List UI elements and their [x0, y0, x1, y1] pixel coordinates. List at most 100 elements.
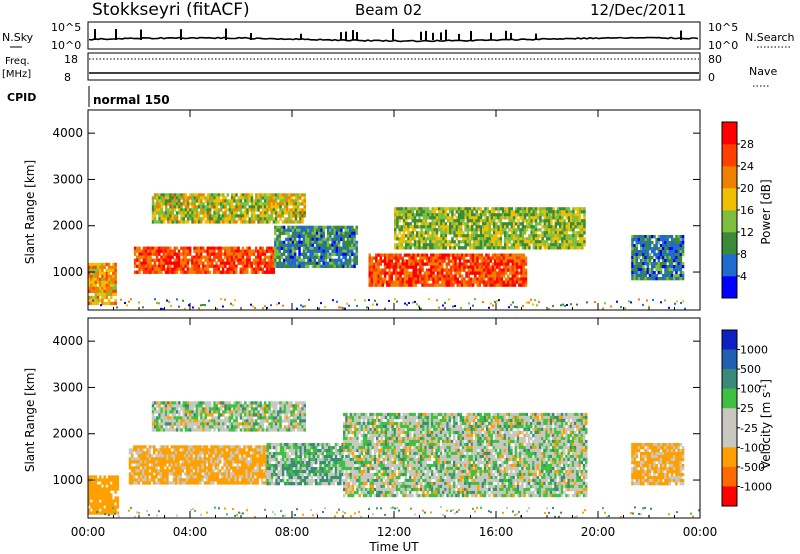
echo-cell — [133, 261, 137, 265]
echo-cell — [351, 249, 354, 253]
echo-cell — [522, 274, 525, 278]
echo-cell — [633, 244, 636, 248]
echo-cell — [561, 234, 564, 238]
echo-cell — [454, 280, 457, 284]
echo-cell — [263, 255, 267, 259]
echo-cell — [255, 193, 258, 197]
echo-cell — [655, 265, 658, 269]
echo-cell — [434, 277, 437, 281]
echo-cell — [153, 220, 157, 224]
echo-cell — [396, 243, 399, 247]
echo-cell — [576, 210, 580, 214]
echo-cell — [210, 460, 213, 464]
echo-cell — [427, 256, 431, 260]
echo-cell — [452, 262, 455, 266]
echo-cell — [484, 237, 487, 241]
echo-cell — [219, 454, 222, 458]
echo-cell — [226, 220, 229, 224]
echo-cell — [110, 478, 113, 482]
echo-cell — [254, 249, 258, 253]
echo-cell — [522, 280, 525, 284]
echo-cell — [487, 277, 490, 281]
echo-cell — [278, 237, 281, 241]
echo-speck — [566, 304, 568, 306]
echo-cell — [302, 252, 306, 256]
echo-cell — [239, 217, 243, 221]
echo-cell — [263, 199, 267, 203]
echo-cell — [430, 274, 433, 278]
echo-cell — [449, 265, 453, 269]
echo-cell — [101, 502, 104, 506]
echo-cell — [430, 253, 433, 257]
echo-cell — [281, 202, 284, 206]
echo-cell — [201, 463, 204, 467]
echo-cell — [159, 478, 163, 482]
echo-cell — [458, 265, 462, 269]
echo-cell — [158, 214, 161, 218]
echo-cell — [289, 225, 292, 229]
echo-cell — [280, 225, 284, 229]
echo-cell — [640, 271, 643, 275]
echo-cell — [293, 258, 297, 262]
echo-cell — [460, 228, 463, 232]
echo-cell — [313, 252, 317, 256]
echo-cell — [346, 237, 350, 241]
echo-cell — [468, 225, 472, 229]
echo-cell — [285, 243, 288, 247]
echo-cell — [559, 246, 562, 250]
echo-cell — [237, 246, 240, 250]
echo-cell — [157, 460, 160, 464]
echo-cell — [570, 240, 573, 244]
echo-cell — [254, 255, 258, 259]
echo-cell — [518, 262, 521, 266]
echo-speck — [472, 304, 474, 307]
echo-cell — [155, 252, 159, 256]
echo-cell — [429, 237, 432, 241]
echo-cell — [485, 265, 488, 269]
echo-cell — [162, 211, 166, 215]
echo-cell — [247, 445, 251, 449]
colorbar-swatch — [722, 210, 737, 233]
echo-cell — [464, 216, 467, 220]
echo-cell — [329, 225, 332, 229]
echo-cell — [180, 217, 183, 221]
echo-cell — [501, 246, 505, 250]
echo-cell — [200, 196, 203, 200]
echo-cell — [488, 225, 492, 229]
echo-cell — [114, 292, 117, 297]
echo-cell — [399, 283, 402, 287]
echo-cell — [425, 259, 429, 263]
echo-cell — [94, 271, 98, 276]
echo-cell — [419, 256, 422, 260]
echo-cell — [511, 265, 514, 269]
echo-cell — [270, 261, 273, 265]
echo-cell — [107, 274, 111, 279]
echo-cell — [397, 271, 400, 275]
echo-cell — [383, 268, 387, 272]
echo-cell — [348, 237, 352, 241]
echo-cell — [254, 258, 258, 262]
echo-cell — [173, 270, 176, 274]
echo-cell — [150, 454, 154, 458]
echo-cell — [379, 256, 382, 260]
echo-cell — [245, 469, 248, 473]
echo-cell — [307, 264, 310, 268]
echo-cell — [513, 253, 517, 257]
echo-speck — [674, 302, 676, 305]
echo-cell — [526, 243, 529, 247]
echo-cell — [287, 240, 290, 244]
echo-cell — [258, 469, 262, 473]
echo-cell — [302, 240, 306, 244]
echo-cell — [190, 451, 193, 455]
echo-cell — [247, 481, 251, 485]
echo-cell — [148, 481, 152, 485]
echo-cell — [493, 268, 497, 272]
echo-cell — [92, 295, 95, 300]
echo-cell — [520, 253, 523, 257]
echo-cell — [433, 213, 437, 217]
echo-cell — [202, 217, 205, 221]
echo-cell — [252, 454, 255, 458]
echo-cell — [103, 490, 106, 494]
echo-cell — [182, 249, 185, 253]
echo-cell — [167, 211, 170, 215]
